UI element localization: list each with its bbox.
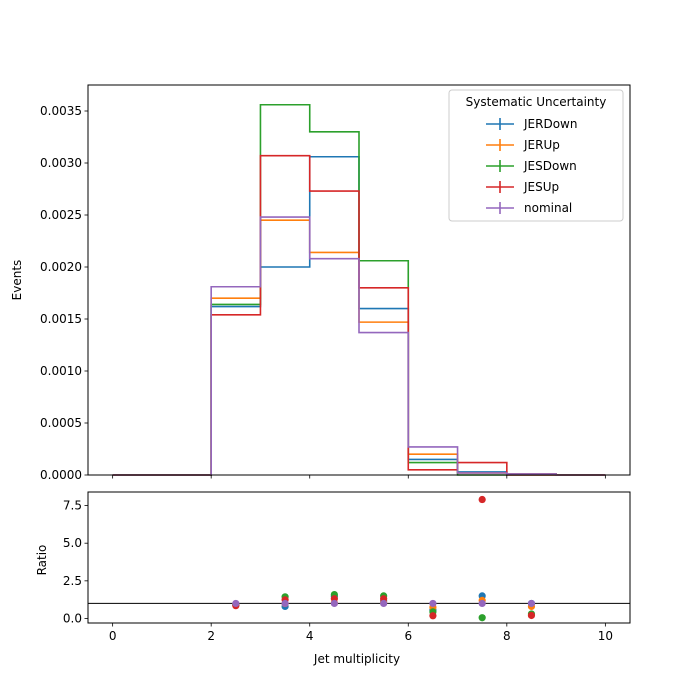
main-y-tick-label: 0.0005 — [40, 416, 82, 430]
legend-label: JERUp — [523, 138, 560, 152]
ratio-point — [478, 599, 486, 608]
main-panel: 0.0000 0.0005 0.0010 0.0015 0.0020 0.0025 0.00… — [10, 84, 631, 482]
main-y-tick-label: 0.0000 — [40, 468, 82, 482]
ratio-x-tick-label: 8 — [503, 629, 511, 643]
ratio-panel: 0.0 2.5 5.0 7.5 0 2 4 6 8 10 Ratio Jet multiplic… — [35, 491, 631, 666]
ratio-point — [527, 611, 536, 620]
legend-item-jesdown: JESDown — [486, 159, 577, 173]
main-y-tick-label: 0.0035 — [40, 104, 82, 118]
main-y-tick-label: 0.0030 — [40, 156, 82, 170]
legend-title: Systematic Uncertainty — [466, 95, 607, 109]
legend-label: JESDown — [523, 159, 577, 173]
ratio-point — [429, 599, 437, 608]
main-axes-frame — [87, 84, 631, 476]
ratio-point — [232, 599, 240, 608]
ratio-points-nominal — [232, 599, 536, 608]
ratio-y-ticks: 0.0 2.5 5.0 7.5 — [63, 499, 88, 625]
legend-label: JERDown — [523, 117, 577, 131]
main-y-axis-label: Events — [10, 260, 24, 301]
legend-item-jerup: JERUp — [486, 138, 560, 152]
ratio-point — [281, 599, 289, 608]
legend-item-jerdown: JERDown — [486, 117, 577, 131]
ratio-point — [380, 599, 388, 608]
ratio-x-axis-label: Jet multiplicity — [313, 652, 400, 666]
histogram-nominal — [112, 216, 606, 476]
ratio-x-tick-label: 10 — [598, 629, 613, 643]
ratio-point — [429, 612, 437, 620]
main-y-ticks: 0.0000 0.0005 0.0010 0.0015 0.0020 0.0025 0.00… — [40, 104, 88, 482]
ratio-y-tick-label: 7.5 — [63, 499, 82, 513]
ratio-point — [478, 614, 486, 622]
main-y-tick-label: 0.0025 — [40, 208, 82, 222]
main-y-tick-label: 0.0020 — [40, 260, 82, 274]
legend-items: JERDown JERUp JESDown JESUp nominal — [486, 117, 577, 215]
ratio-x-tick-label: 4 — [306, 629, 314, 643]
ratio-y-tick-label: 0.0 — [63, 611, 82, 625]
legend: Systematic Uncertainty JERDown JERUp JESDo… — [448, 89, 624, 222]
legend-item-jesup: JESUp — [486, 180, 559, 194]
ratio-y-axis-label: Ratio — [35, 545, 49, 576]
legend-box — [448, 89, 624, 222]
ratio-point — [527, 599, 536, 608]
ratio-x-tick-label: 6 — [404, 629, 412, 643]
ratio-x-tick-label: 0 — [109, 629, 117, 643]
main-x-ticks — [112, 475, 606, 479]
legend-label: nominal — [524, 201, 572, 215]
ratio-point — [478, 495, 486, 504]
ratio-x-ticks: 0 2 4 6 8 10 — [109, 623, 613, 643]
legend-item-nominal: nominal — [486, 201, 572, 215]
ratio-axes-frame — [87, 491, 631, 624]
ratio-y-tick-label: 5.0 — [63, 536, 82, 550]
legend-label: JESUp — [523, 180, 559, 194]
ratio-x-tick-label: 2 — [207, 629, 215, 643]
main-y-tick-label: 0.0015 — [40, 312, 82, 326]
ratio-y-tick-label: 2.5 — [63, 574, 82, 588]
main-y-tick-label: 0.0010 — [40, 364, 82, 378]
ratio-point — [330, 599, 338, 608]
ratio-series-layer — [88, 495, 630, 622]
